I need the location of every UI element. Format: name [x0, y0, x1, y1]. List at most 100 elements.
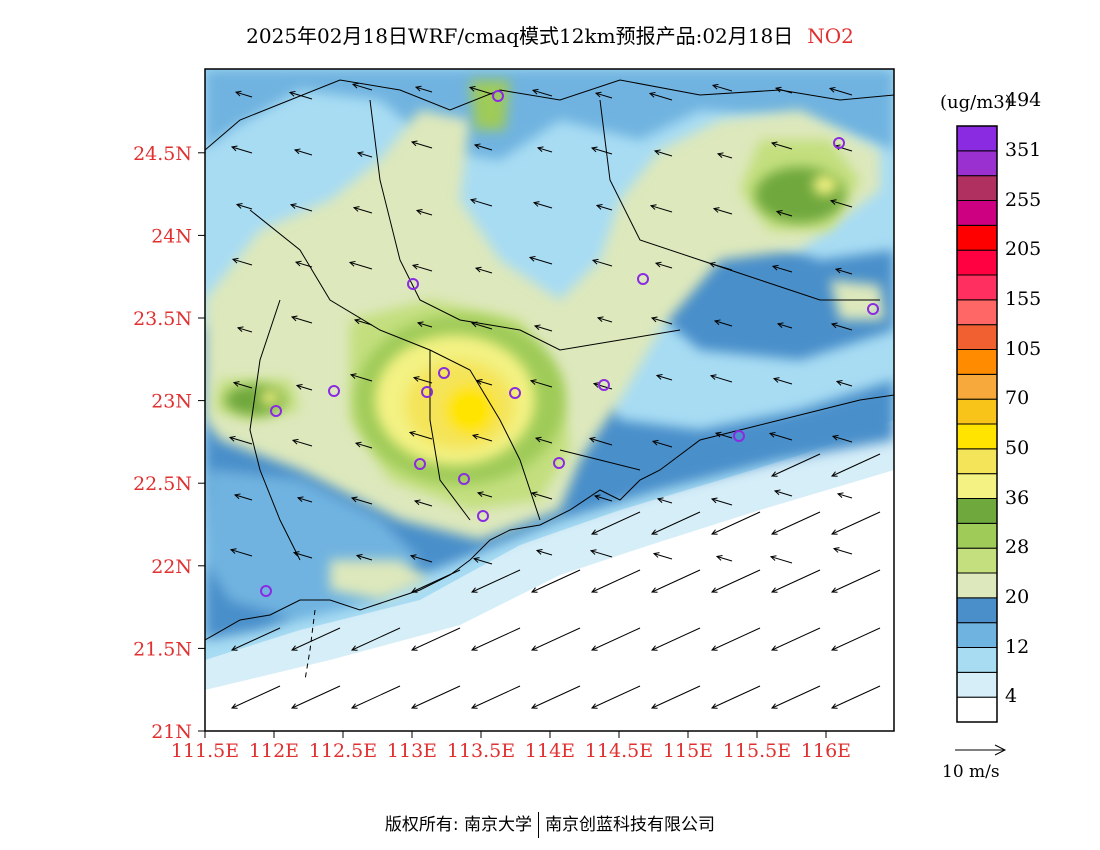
wind-arrow [775, 210, 793, 217]
wind-arrow [470, 685, 521, 709]
wind-arrow [289, 203, 313, 212]
chart-title: 2025年02月18日WRF/cmaq模式12km预报产品:02月18日 NO2 [0, 20, 1100, 49]
lon-tick-label: 112E [249, 740, 299, 762]
city-boundary-5 [559, 449, 641, 471]
wind-arrow [354, 441, 373, 449]
wind-arrow [410, 569, 461, 593]
wind-arrow [590, 569, 641, 593]
station-marker [509, 387, 521, 399]
colorbar-swatch [956, 224, 998, 251]
wind-arrow [229, 548, 253, 557]
wind-arrow [711, 83, 733, 92]
wind-arrow [350, 496, 373, 505]
wind-arrow [830, 685, 881, 709]
wind-arrow [408, 430, 433, 440]
wind-arrow [410, 685, 461, 709]
wind-arrow [409, 554, 433, 563]
wind-arrow [648, 91, 673, 101]
wind-arrow [230, 685, 281, 709]
wind-arrow [591, 258, 613, 267]
wind-arrow [771, 264, 793, 273]
colorbar-tick-label: 50 [1005, 436, 1030, 459]
wind-arrow [710, 511, 761, 535]
wind-arrow [356, 151, 373, 158]
colorbar-swatch [956, 324, 998, 350]
station-marker [438, 367, 450, 379]
wind-arrow [713, 319, 733, 327]
wind-arrow [655, 374, 673, 381]
lat-tick-label: 22.5N [133, 473, 192, 495]
band-green-n [470, 80, 510, 130]
colorbar-swatch [956, 249, 998, 276]
wind-arrow [416, 321, 433, 328]
wind-arrow [536, 146, 553, 153]
wind-arrow [530, 627, 581, 651]
wind-arrow [412, 376, 433, 384]
wind-arrow [590, 146, 613, 155]
wind-arrow [231, 257, 253, 266]
colorbar-swatch [956, 299, 998, 326]
wind-arrow [470, 321, 493, 330]
colorbar-tick-label: 494 [1005, 89, 1042, 112]
wind-arrow [233, 493, 253, 501]
wind-arrow [235, 203, 253, 210]
wind-arrow [834, 267, 853, 275]
city-boundary-6 [249, 299, 301, 561]
station-marker [328, 385, 340, 397]
colorbar-swatch [956, 200, 998, 226]
wind-arrow [830, 453, 881, 477]
wind-arrow [831, 434, 853, 443]
lat-tick-label: 21.5N [133, 638, 192, 660]
lon-tick-label: 113.5E [447, 740, 515, 762]
band-yellow-core [445, 385, 495, 435]
wind-arrow [355, 554, 373, 561]
wind-arrow [650, 685, 701, 709]
wind-arrow [828, 86, 853, 96]
wind-arrow [473, 143, 493, 151]
wind-arrow [349, 373, 373, 382]
wind-arrow [350, 685, 401, 709]
concentration-field [205, 69, 894, 731]
wind-arrow [476, 491, 493, 498]
colorbar-tick-label: 255 [1005, 188, 1042, 211]
wind-arrow [770, 141, 793, 150]
wind-arrow [590, 685, 641, 709]
wind-arrow [652, 552, 673, 560]
wind-arrow [653, 149, 673, 157]
band-pale-green-sw [330, 560, 430, 600]
wind-arrow [351, 82, 373, 91]
band-yellow-ne [813, 175, 837, 195]
wind-arrow [292, 551, 313, 559]
wind-arrow [472, 557, 493, 565]
lon-tick-label: 116E [801, 740, 851, 762]
wind-arrow [530, 491, 553, 500]
copyright: 版权所有: 南京大学 南京创蓝科技有限公司 [0, 810, 1100, 838]
wind-arrow [830, 511, 881, 535]
colorbar-tick-label: 4 [1005, 685, 1018, 708]
copyright-right: 南京创蓝科技有限公司 [545, 815, 716, 835]
wind-arrow [835, 380, 853, 387]
wind-arrow [772, 377, 793, 385]
wind-arrow [596, 316, 613, 323]
wind-arrow [411, 263, 433, 272]
wind-arrow [710, 627, 761, 651]
wind-scale-label: 10 m/s [942, 762, 1000, 782]
wind-arrow [594, 91, 613, 99]
wind-arrow [230, 627, 281, 651]
coastline-boundaries [205, 79, 894, 681]
colorbar-swatch [956, 622, 998, 649]
lat-tick-label: 21N [151, 721, 192, 743]
copyright-separator [538, 812, 540, 838]
wind-arrow [770, 627, 821, 651]
wind-arrow [716, 152, 733, 159]
band-blue-north [205, 69, 894, 160]
station-marker [414, 458, 426, 470]
wind-arrow [475, 379, 493, 386]
wind-arrow [770, 453, 821, 477]
wind-arrow [656, 497, 673, 504]
monitoring-stations [260, 90, 879, 597]
wind-arrow [469, 198, 493, 207]
lon-tick-label: 111.5E [171, 740, 239, 762]
colorbar-swatch [956, 373, 998, 400]
wind-arrow [595, 204, 613, 211]
